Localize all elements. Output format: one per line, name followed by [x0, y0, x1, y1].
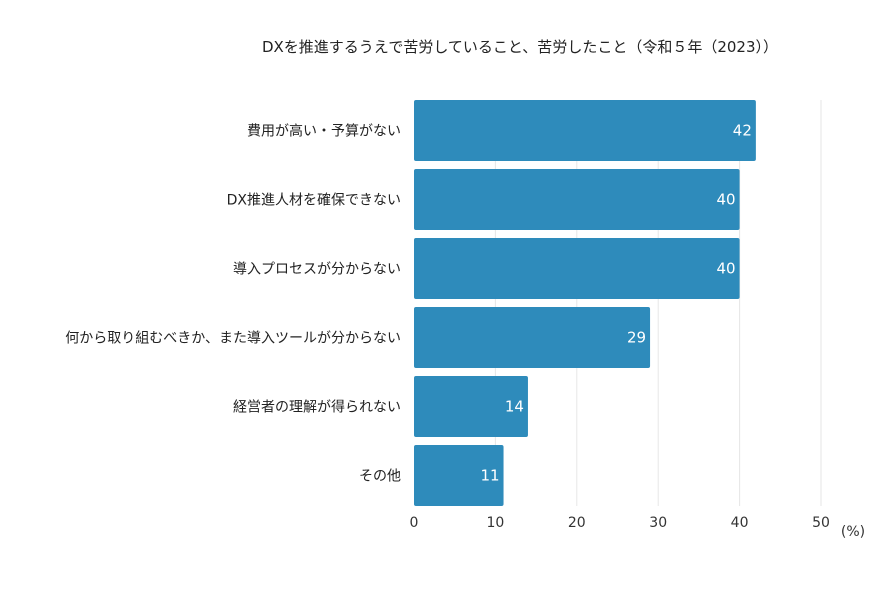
bar [414, 169, 740, 230]
x-axis-ticks: 0 10 20 30 40 50 [410, 515, 830, 531]
bar-value-label: 29 [627, 329, 646, 347]
bar-value-label: 40 [717, 191, 736, 209]
gridlines [494, 100, 822, 506]
x-tick-label: 20 [568, 515, 586, 531]
bar [414, 376, 528, 437]
bar [414, 445, 504, 506]
category-label: 何から取り組むべきか、また導入ツールが分からない [65, 331, 401, 347]
category-label: 費用が高い・予算がない [247, 123, 401, 140]
category-label: その他 [359, 469, 401, 485]
bar [414, 307, 651, 368]
bar [414, 100, 756, 161]
bar-value-label: 11 [480, 467, 499, 485]
x-tick-label: 40 [731, 515, 749, 531]
bars: 42 40 40 29 14 11 [414, 100, 756, 506]
x-tick-label: 30 [649, 515, 667, 531]
unit-label: (%) [841, 524, 865, 540]
bar-value-label: 42 [733, 122, 752, 140]
x-tick-label: 50 [812, 515, 830, 531]
bar [414, 238, 740, 299]
category-label: DX推進人材を確保できない [227, 193, 401, 209]
category-label: 経営者の理解が得られない [233, 399, 401, 416]
category-label: 導入プロセスが分からない [233, 262, 401, 278]
bar-value-label: 14 [505, 398, 524, 416]
category-labels: 費用が高い・予算がない DX推進人材を確保できない導入プロセスが分からない何から取… [65, 123, 401, 485]
x-tick-label: 10 [486, 515, 504, 531]
bar-value-label: 40 [717, 260, 736, 278]
chart-title: DXを推進するうえで苦労していること、苦労したこと（令和５年（2023）） [262, 38, 778, 56]
x-tick-label: 0 [410, 515, 419, 531]
